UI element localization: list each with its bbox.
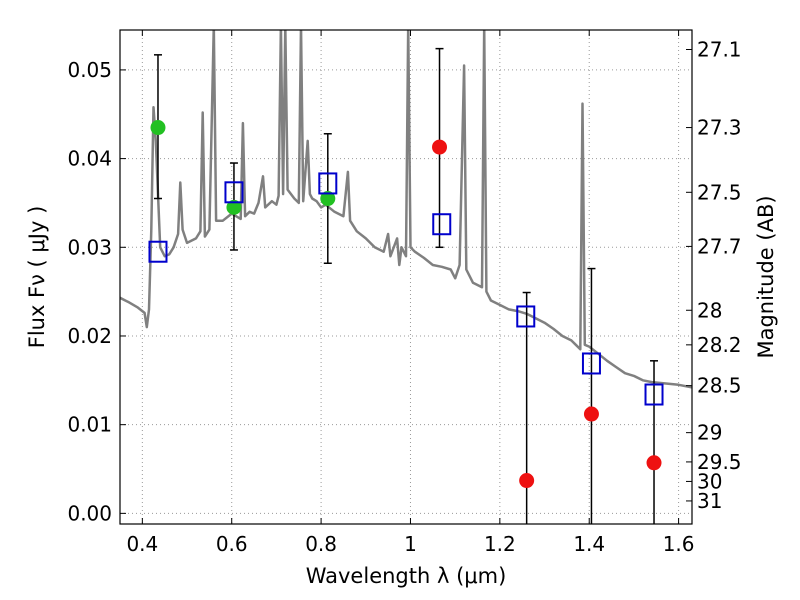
red-point [646, 455, 662, 471]
red-point [583, 406, 599, 422]
x-tick-label: 0.8 [305, 532, 337, 556]
right-tick-label: 27.7 [697, 234, 742, 258]
x-tick-label: 1.2 [484, 532, 516, 556]
y-tick-label: 0.02 [67, 324, 112, 348]
y-tick-label: 0.03 [67, 235, 112, 259]
model-square [432, 213, 452, 236]
right-tick-label: 31 [697, 489, 722, 513]
y-tick-label: 0.00 [67, 501, 112, 525]
y-axis-label: Flux Fν ( μJy ) [25, 206, 49, 349]
right-tick-label: 28.5 [697, 374, 742, 398]
model-square [516, 305, 536, 328]
x-axis-label: Wavelength λ (μm) [306, 564, 507, 588]
right-tick-label: 27.5 [697, 180, 742, 204]
model-square [224, 181, 244, 204]
y-tick-label: 0.01 [67, 413, 112, 437]
right-tick-label: 28 [697, 298, 722, 322]
green-point [150, 120, 166, 136]
marker-layer [148, 47, 664, 524]
x-tick-label: 1.6 [663, 532, 695, 556]
model-square [148, 240, 168, 263]
spectrum-line [120, 30, 692, 389]
red-point [519, 473, 535, 489]
model-square [318, 172, 338, 195]
red-point [432, 139, 448, 155]
green-point [226, 199, 242, 215]
x-tick-label: 0.4 [126, 532, 158, 556]
right-tick-label: 27.1 [697, 38, 742, 62]
right-tick-label: 28.2 [697, 333, 742, 357]
right-tick-label: 29.5 [697, 450, 742, 474]
right-tick-label: 27.3 [697, 116, 742, 140]
x-tick-label: 0.6 [216, 532, 248, 556]
right-tick-label: 29 [697, 421, 722, 445]
grid-layer [120, 30, 692, 524]
right-tick-label: 30 [697, 469, 722, 493]
plot-frame [119, 29, 693, 525]
right-axis-label: Magnitude (AB) [754, 195, 778, 358]
x-tick-label: 1.4 [573, 532, 605, 556]
model-square [581, 352, 601, 375]
x-tick-label: 1 [404, 532, 417, 556]
model-square [644, 383, 664, 406]
axis-layer: 0.4 0.6 0.8 1 1.2 1.4 1.6 0.00 0.01 0.02 0.03 0.04 0… [67, 30, 742, 556]
y-tick-label: 0.04 [67, 147, 112, 171]
green-point [320, 191, 336, 207]
y-tick-label: 0.05 [67, 58, 112, 82]
spectrum-layer [120, 30, 692, 389]
